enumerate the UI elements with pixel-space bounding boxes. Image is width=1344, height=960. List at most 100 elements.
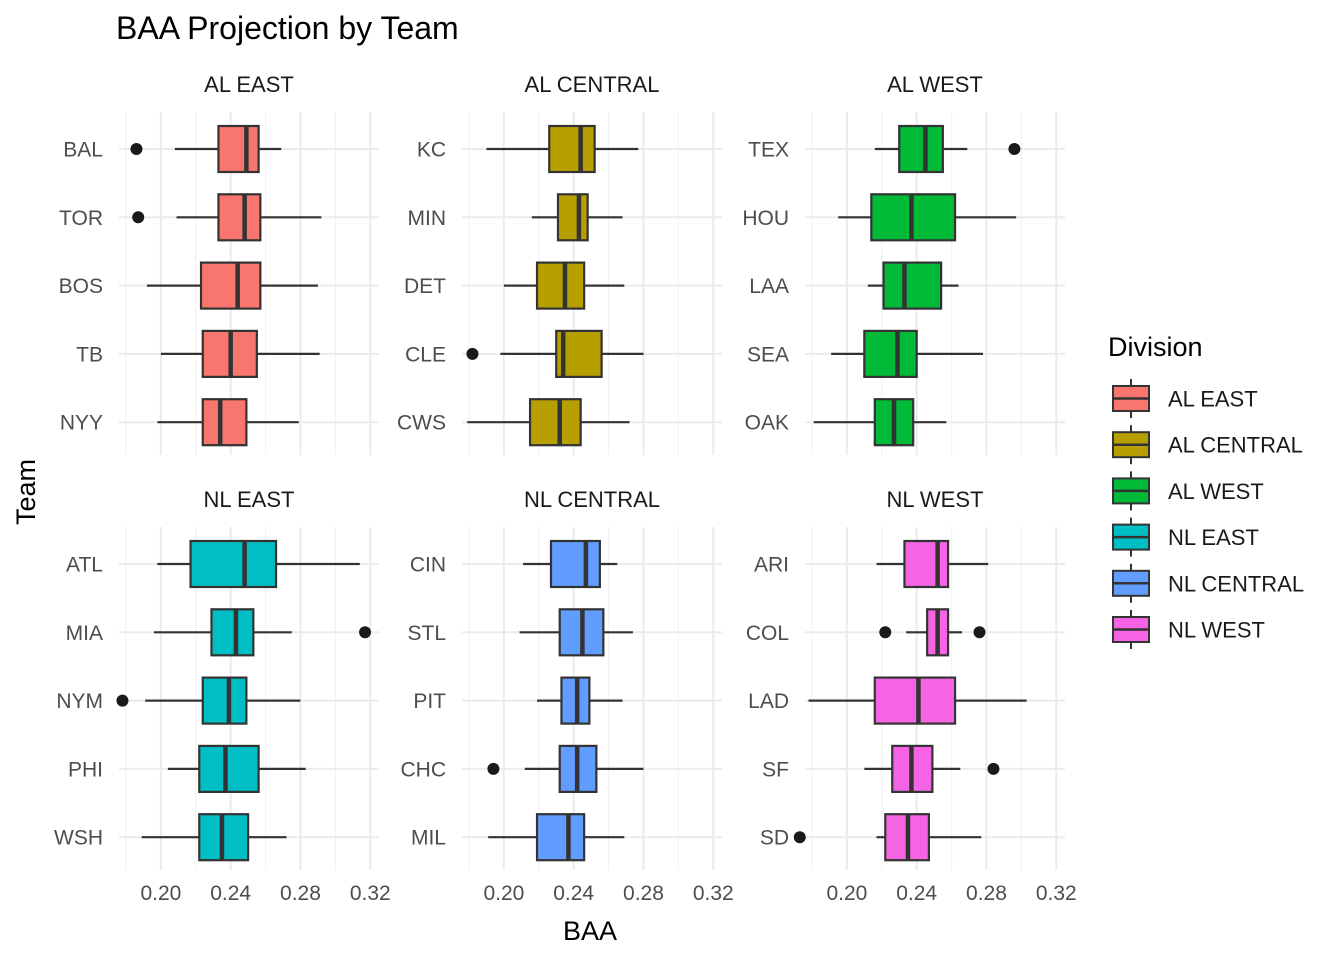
y-tick-label: MIA <box>66 622 103 645</box>
y-tick-label: LAD <box>748 690 789 713</box>
y-tick-label: SD <box>760 827 789 850</box>
y-tick-label: BAL <box>63 139 103 162</box>
legend-label: NL EAST <box>1168 525 1259 550</box>
box-tor <box>132 193 322 242</box>
iqr-box <box>556 193 589 242</box>
y-tick-label: MIL <box>411 827 446 850</box>
panel-nl-east: NL EAST ATL MIA NYM PHI WSH 0.20 0.24 0.28 0.32 <box>54 487 391 905</box>
outlier-point <box>793 831 806 844</box>
y-tick-label: PIT <box>413 690 446 713</box>
legend: Division AL EAST AL CENTRAL AL WEST NL EAST… <box>1108 332 1304 649</box>
x-tick-label: 0.28 <box>280 882 321 905</box>
outlier-point <box>130 143 143 155</box>
x-tick-label: 0.32 <box>1036 882 1077 905</box>
outlier-point <box>879 626 892 639</box>
iqr-box <box>535 813 586 862</box>
box-nym <box>116 676 301 725</box>
box-atl <box>157 539 360 589</box>
iqr-box <box>535 261 586 310</box>
box-pit <box>537 676 623 725</box>
panel-nl-west: NL WEST ARI COL LAD SF SD 0.20 0.24 0.28 0.32 <box>746 487 1077 905</box>
iqr-box <box>882 261 943 310</box>
legend-label: AL CENTRAL <box>1168 433 1303 458</box>
y-axis-title: Team <box>11 459 41 525</box>
outlier-point <box>466 347 479 360</box>
legend-title: Division <box>1108 332 1203 362</box>
box-col <box>879 608 986 657</box>
iqr-box <box>549 539 601 589</box>
panel-strip-label: AL CENTRAL <box>525 72 660 97</box>
iqr-box <box>548 124 596 174</box>
y-tick-label: ARI <box>754 554 789 577</box>
iqr-box <box>898 124 944 174</box>
box-cle <box>466 329 644 378</box>
x-tick-label: 0.24 <box>896 882 937 905</box>
y-tick-label: MIN <box>408 207 447 230</box>
outlier-point <box>359 626 372 639</box>
iqr-box <box>201 676 248 725</box>
panel-strip-label: AL WEST <box>887 72 983 97</box>
iqr-box <box>873 676 957 725</box>
box-tb <box>160 329 320 378</box>
iqr-box <box>217 124 260 174</box>
y-tick-label: LAA <box>749 275 789 298</box>
x-tick-label: 0.32 <box>693 882 734 905</box>
y-tick-label: NYY <box>60 412 103 435</box>
panel-al-east: AL EAST BAL TOR BOS TB NYY <box>59 72 379 455</box>
panel-nl-central: NL CENTRAL CIN STL PIT CHC MIL 0.20 0.24 0.28 0.3… <box>401 487 734 905</box>
y-tick-label: NYM <box>56 690 103 713</box>
y-tick-label: PHI <box>68 758 103 781</box>
legend-label: NL CENTRAL <box>1168 571 1304 596</box>
x-tick-label: 0.20 <box>483 882 524 905</box>
y-tick-label: HOU <box>742 207 789 230</box>
box-bos <box>146 261 318 310</box>
panel-strip-label: NL CENTRAL <box>524 487 660 512</box>
box-hou <box>838 193 1017 242</box>
chart-title: BAA Projection by Team <box>116 10 459 46</box>
y-tick-label: CLE <box>405 343 446 366</box>
box-cws <box>467 398 630 447</box>
outlier-point <box>973 626 986 639</box>
iqr-box <box>903 539 950 589</box>
y-tick-label: TOR <box>59 207 103 230</box>
y-tick-label: STL <box>407 622 446 645</box>
legend-entry-al-central: AL CENTRAL <box>1112 425 1303 465</box>
panel-strip-label: AL EAST <box>204 72 294 97</box>
box-sd <box>793 813 982 862</box>
x-tick-label: 0.28 <box>623 882 664 905</box>
x-tick-label: 0.20 <box>140 882 181 905</box>
outlier-point <box>132 211 145 224</box>
box-bal <box>130 124 282 174</box>
y-tick-label: TB <box>76 343 103 366</box>
box-mia <box>153 608 372 657</box>
outlier-point <box>487 762 500 775</box>
box-chc <box>487 744 644 794</box>
y-tick-label: TEX <box>748 139 789 162</box>
x-axis-title: BAA <box>563 916 617 946</box>
legend-entry-nl-central: NL CENTRAL <box>1112 563 1304 603</box>
iqr-box <box>198 744 260 794</box>
legend-entry-al-west: AL WEST <box>1112 471 1264 511</box>
box-det <box>503 261 625 310</box>
legend-entry-al-east: AL EAST <box>1112 379 1258 418</box>
iqr-box <box>189 539 278 589</box>
box-oak <box>813 398 947 447</box>
box-nyy <box>157 398 299 447</box>
y-tick-label: OAK <box>745 412 789 435</box>
iqr-box <box>201 398 248 447</box>
y-tick-label: SF <box>762 758 789 781</box>
legend-entry-nl-west: NL WEST <box>1112 610 1265 649</box>
outlier-point <box>1008 143 1021 155</box>
box-kc <box>486 124 639 174</box>
box-cin <box>523 539 618 589</box>
x-tick-label: 0.32 <box>350 882 391 905</box>
iqr-box <box>210 608 255 657</box>
y-tick-label: CIN <box>410 554 446 577</box>
panel-strip-label: NL WEST <box>887 487 984 512</box>
box-min <box>531 193 623 242</box>
iqr-box <box>863 329 918 378</box>
box-laa <box>867 261 959 310</box>
x-tick-label: 0.24 <box>210 882 251 905</box>
y-tick-label: DET <box>404 275 446 298</box>
